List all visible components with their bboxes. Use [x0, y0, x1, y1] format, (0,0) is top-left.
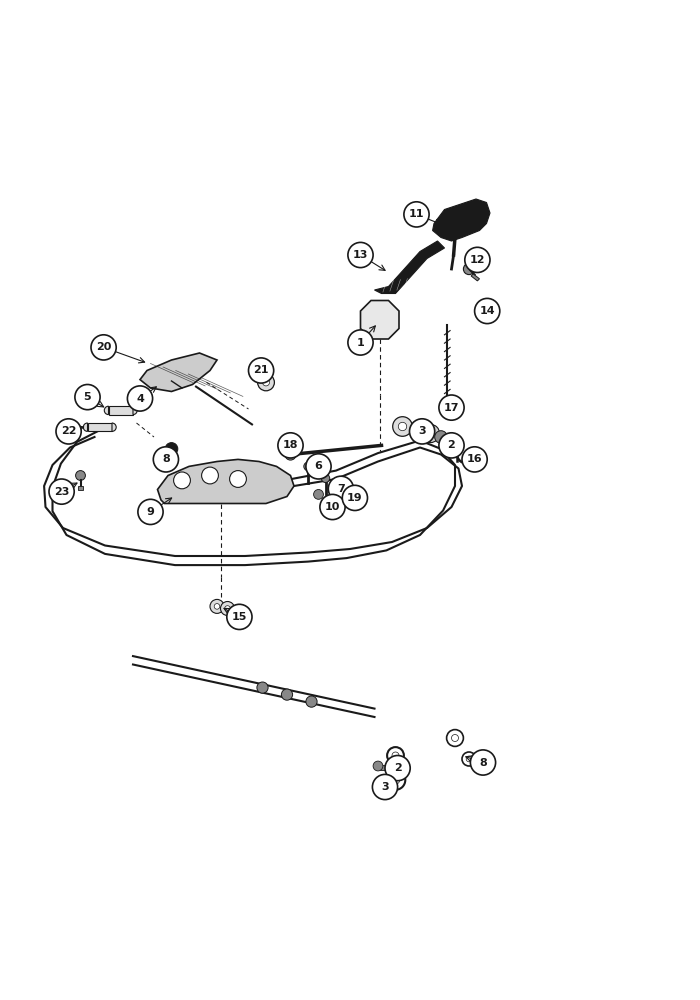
Text: 8: 8 — [162, 454, 170, 464]
Polygon shape — [88, 423, 112, 431]
Circle shape — [439, 395, 464, 420]
Polygon shape — [471, 274, 480, 281]
Circle shape — [127, 386, 153, 411]
Text: 17: 17 — [444, 403, 459, 413]
Polygon shape — [433, 199, 490, 241]
Circle shape — [463, 263, 475, 275]
Text: 16: 16 — [467, 454, 482, 464]
Text: 22: 22 — [61, 426, 76, 436]
Polygon shape — [380, 765, 391, 770]
Circle shape — [435, 431, 447, 443]
Text: 2: 2 — [393, 763, 402, 773]
Wedge shape — [104, 406, 108, 415]
Circle shape — [392, 752, 399, 759]
Circle shape — [320, 494, 345, 520]
Polygon shape — [374, 241, 444, 294]
Circle shape — [202, 467, 218, 484]
Circle shape — [281, 689, 293, 700]
Circle shape — [248, 358, 274, 383]
Circle shape — [258, 374, 274, 391]
Text: 9: 9 — [146, 507, 155, 517]
Circle shape — [373, 761, 383, 771]
Text: 6: 6 — [314, 461, 323, 471]
Circle shape — [76, 471, 85, 480]
Text: 20: 20 — [96, 342, 111, 352]
Text: 4: 4 — [136, 393, 144, 403]
Circle shape — [174, 472, 190, 489]
Polygon shape — [158, 459, 294, 504]
Circle shape — [342, 485, 368, 510]
Wedge shape — [83, 423, 88, 431]
Circle shape — [328, 476, 354, 501]
Circle shape — [56, 419, 81, 444]
Circle shape — [393, 417, 412, 436]
Circle shape — [304, 462, 312, 471]
Circle shape — [348, 242, 373, 268]
Circle shape — [306, 696, 317, 707]
Circle shape — [404, 202, 429, 227]
Circle shape — [278, 433, 303, 458]
Circle shape — [427, 430, 434, 437]
Polygon shape — [380, 790, 391, 795]
Text: 23: 23 — [54, 487, 69, 497]
Circle shape — [314, 489, 323, 499]
Circle shape — [220, 601, 234, 615]
Circle shape — [75, 384, 100, 410]
Circle shape — [321, 474, 330, 483]
Circle shape — [421, 424, 440, 443]
Wedge shape — [133, 406, 137, 415]
Text: 3: 3 — [419, 426, 426, 436]
Circle shape — [91, 335, 116, 360]
Circle shape — [466, 756, 472, 762]
Circle shape — [257, 682, 268, 693]
Circle shape — [439, 433, 464, 458]
Circle shape — [262, 379, 270, 386]
Text: 3: 3 — [382, 782, 388, 792]
Circle shape — [306, 454, 331, 479]
Circle shape — [398, 422, 407, 431]
Polygon shape — [140, 353, 217, 391]
Circle shape — [340, 485, 349, 495]
Text: 10: 10 — [325, 502, 340, 512]
Circle shape — [470, 750, 496, 775]
Circle shape — [138, 499, 163, 524]
Text: 21: 21 — [253, 365, 269, 375]
Circle shape — [225, 606, 230, 611]
Text: 14: 14 — [480, 306, 495, 316]
Circle shape — [385, 756, 410, 781]
Circle shape — [214, 604, 220, 609]
Text: 12: 12 — [470, 255, 485, 265]
Circle shape — [475, 298, 500, 324]
Circle shape — [165, 443, 178, 455]
Polygon shape — [108, 406, 133, 415]
Polygon shape — [360, 300, 399, 339]
Circle shape — [227, 604, 252, 630]
Circle shape — [410, 419, 435, 444]
Polygon shape — [78, 486, 83, 489]
Wedge shape — [112, 423, 116, 431]
Circle shape — [49, 479, 74, 504]
Circle shape — [452, 734, 458, 742]
Polygon shape — [478, 308, 489, 316]
Text: 1: 1 — [356, 338, 365, 348]
Circle shape — [230, 471, 246, 487]
Text: 19: 19 — [347, 493, 363, 503]
Text: 18: 18 — [283, 440, 298, 450]
Circle shape — [372, 774, 398, 800]
Text: 7: 7 — [337, 484, 345, 494]
Text: 2: 2 — [447, 440, 456, 450]
Circle shape — [391, 776, 400, 784]
Text: 5: 5 — [84, 392, 91, 402]
Circle shape — [462, 447, 487, 472]
Circle shape — [210, 599, 224, 613]
Text: 11: 11 — [409, 209, 424, 219]
Text: 8: 8 — [479, 758, 487, 768]
Circle shape — [348, 330, 373, 355]
Text: 15: 15 — [232, 612, 247, 622]
Text: 13: 13 — [353, 250, 368, 260]
Circle shape — [285, 449, 296, 460]
Circle shape — [153, 447, 178, 472]
Circle shape — [465, 247, 490, 272]
